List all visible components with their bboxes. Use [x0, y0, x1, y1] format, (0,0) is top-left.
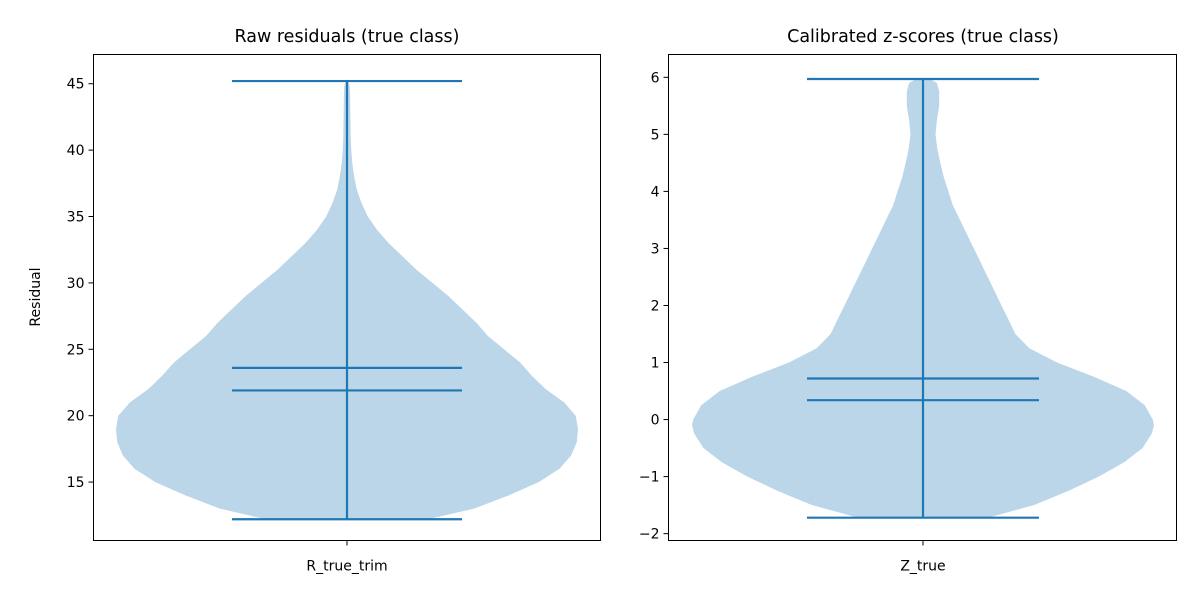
y-tick-label: −2 — [639, 527, 660, 543]
x-tick-label: R_true_trim — [306, 559, 387, 575]
y-axis-ticks: −2 −1 0 1 2 3 4 5 6 — [639, 70, 669, 543]
chart-title: Raw residuals (true class) — [235, 27, 460, 47]
y-axis-label: Residual — [28, 267, 44, 326]
statistic-lines — [232, 79, 462, 521]
y-tick-label: 40 — [67, 143, 85, 159]
y-tick-label: 4 — [651, 184, 660, 200]
y-tick-label: 20 — [67, 409, 85, 425]
y-tick-label: 1 — [651, 356, 660, 372]
y-tick-label: 0 — [651, 413, 660, 429]
x-axis-ticks: R_true_trim — [306, 540, 388, 575]
y-axis-ticks: 15 20 25 30 35 40 45 — [67, 77, 94, 491]
y-tick-label: 2 — [651, 298, 660, 314]
y-tick-label: 35 — [67, 210, 85, 226]
chart-title: Calibrated z-scores (true class) — [787, 27, 1059, 47]
chart-panel-raw-residuals: Raw residuals (true class) Residual 15 20… — [28, 27, 601, 575]
y-tick-label: 30 — [67, 276, 85, 292]
plot-frame — [668, 54, 1177, 541]
y-tick-label: 3 — [651, 241, 660, 257]
x-axis-ticks: Z_true — [900, 540, 946, 575]
y-tick-label: 15 — [67, 475, 85, 491]
y-tick-label: 25 — [67, 342, 85, 358]
y-tick-label: −1 — [639, 470, 660, 486]
chart-panel-calibrated-z-scores: Calibrated z-scores (true class) −2 −1 0 1 2… — [639, 27, 1177, 575]
y-tick-label: 45 — [67, 77, 85, 93]
plot-frame — [93, 54, 601, 541]
statistic-lines — [807, 77, 1039, 519]
y-tick-label: 5 — [651, 127, 660, 143]
x-tick-label: Z_true — [900, 559, 945, 575]
y-tick-label: 6 — [651, 70, 660, 86]
